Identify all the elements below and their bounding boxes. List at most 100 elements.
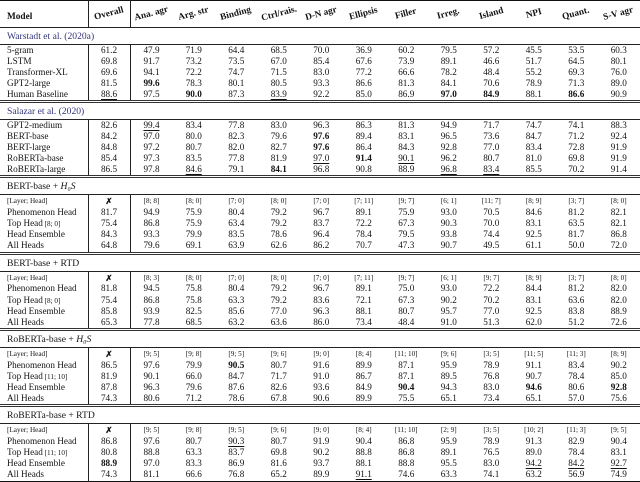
cell: 87.8 xyxy=(88,382,130,393)
cell: 80.6 xyxy=(555,382,598,393)
cell: 91.4 xyxy=(343,153,386,164)
cell: 90.3 xyxy=(428,219,471,230)
cell: 81.3 xyxy=(385,120,428,132)
cross-mark-icon: ✗ xyxy=(105,273,112,283)
cell: 86.8 xyxy=(130,295,173,306)
section-title-row: BERT-base + H₀S xyxy=(0,177,640,195)
row-label: Phenomenon Head xyxy=(0,437,88,448)
cell: 82.1 xyxy=(598,208,640,219)
cell: 91.9 xyxy=(598,142,640,153)
cell: 92.8 xyxy=(598,382,640,393)
cell: 84.3 xyxy=(385,142,428,153)
cell: 51.3 xyxy=(470,317,513,330)
cell: [8; 0] xyxy=(258,271,301,284)
cell: 57.2 xyxy=(470,45,513,57)
cell: 96.2 xyxy=(428,153,471,164)
cell: 65.3 xyxy=(88,317,130,330)
cell: [8; 0] xyxy=(258,195,301,208)
cell: 84.1 xyxy=(258,164,301,177)
cell: 53.5 xyxy=(555,45,598,57)
cell: 92.5 xyxy=(513,306,556,317)
cell: 74.7 xyxy=(215,67,258,78)
cell: [8; 0] xyxy=(173,271,216,284)
section-title[interactable]: Salazar et al. (2020) xyxy=(0,102,640,120)
cell: 80.7 xyxy=(470,153,513,164)
cell: 76.8 xyxy=(215,470,258,482)
cell: [11; 10] xyxy=(385,348,428,361)
cell: 63.3 xyxy=(173,448,216,459)
cell: 79.2 xyxy=(258,208,301,219)
cell: 81.7 xyxy=(555,230,598,241)
row-label: Phenomenon Head xyxy=(0,360,88,371)
cell: 55.2 xyxy=(513,67,556,78)
cell: ✗ xyxy=(88,271,130,284)
cell: 90.4 xyxy=(598,437,640,448)
row-label: All Heads xyxy=(0,241,88,254)
cell: 84.9 xyxy=(470,89,513,102)
cell: 88.1 xyxy=(343,459,386,470)
cell: 74.3 xyxy=(88,393,130,406)
cell: 90.3 xyxy=(215,437,258,448)
cross-mark-icon: ✗ xyxy=(105,349,112,359)
cell: 83.1 xyxy=(598,448,640,459)
cell: 90.5 xyxy=(215,360,258,371)
cell: 73.2 xyxy=(173,56,216,67)
cell: [11; 3] xyxy=(555,348,598,361)
cell: [9; 0] xyxy=(300,348,343,361)
column-header: Ana. agr xyxy=(130,1,173,28)
cell: 77.0 xyxy=(470,306,513,317)
cell: 89.1 xyxy=(343,284,386,295)
cell: 79.1 xyxy=(215,164,258,177)
cell: [9; 6] xyxy=(258,424,301,437)
cell: 92.4 xyxy=(598,131,640,142)
cell: 90.1 xyxy=(130,371,173,382)
column-header: D-N agr xyxy=(300,1,343,28)
cell: 88.6 xyxy=(88,89,130,102)
cell: 97.2 xyxy=(130,142,173,153)
cell: 76.5 xyxy=(470,448,513,459)
cell: 94.9 xyxy=(428,120,471,132)
cell: 63.3 xyxy=(215,295,258,306)
citation-link[interactable]: Salazar et al. (2020) xyxy=(7,106,84,117)
cell: 69.6 xyxy=(88,67,130,78)
cell: 81.6 xyxy=(258,459,301,470)
cell: 96.3 xyxy=(130,382,173,393)
cell: 70.5 xyxy=(470,208,513,219)
cell: 96.4 xyxy=(300,230,343,241)
cell: 70.2 xyxy=(470,295,513,306)
cell: 74.3 xyxy=(88,470,130,482)
cell: [6; 1] xyxy=(428,195,471,208)
cell: 79.5 xyxy=(428,45,471,57)
cell: [3; 5] xyxy=(470,424,513,437)
cell: 75.4 xyxy=(88,219,130,230)
cell: 80.6 xyxy=(130,393,173,406)
section-title-text: RoBERTa-base + xyxy=(7,334,76,345)
cell: 85.4 xyxy=(300,56,343,67)
cell: 83.1 xyxy=(385,131,428,142)
math-symbol: H₀S xyxy=(76,334,91,345)
cell: [9; 8] xyxy=(173,424,216,437)
cell: 67.6 xyxy=(343,56,386,67)
cell: 79.2 xyxy=(258,284,301,295)
cell: 83.0 xyxy=(300,67,343,78)
cell: 82.7 xyxy=(258,142,301,153)
cell: 91.1 xyxy=(513,360,556,371)
cell: 79.6 xyxy=(130,241,173,254)
math-symbol: H₀S xyxy=(61,181,76,192)
citation-link[interactable]: Warstadt et al. (2020a) xyxy=(7,31,94,42)
cell: 84.8 xyxy=(88,142,130,153)
cell: 90.6 xyxy=(300,393,343,406)
cell: 94.9 xyxy=(130,208,173,219)
cell: 86.8 xyxy=(385,437,428,448)
table-row: [Layer; Head]✗[9; 5][9; 8][9; 5][9; 6][9… xyxy=(0,348,640,361)
section-title[interactable]: Warstadt et al. (2020a) xyxy=(0,28,640,45)
cell: [9; 7] xyxy=(470,271,513,284)
cell: 89.9 xyxy=(343,393,386,406)
